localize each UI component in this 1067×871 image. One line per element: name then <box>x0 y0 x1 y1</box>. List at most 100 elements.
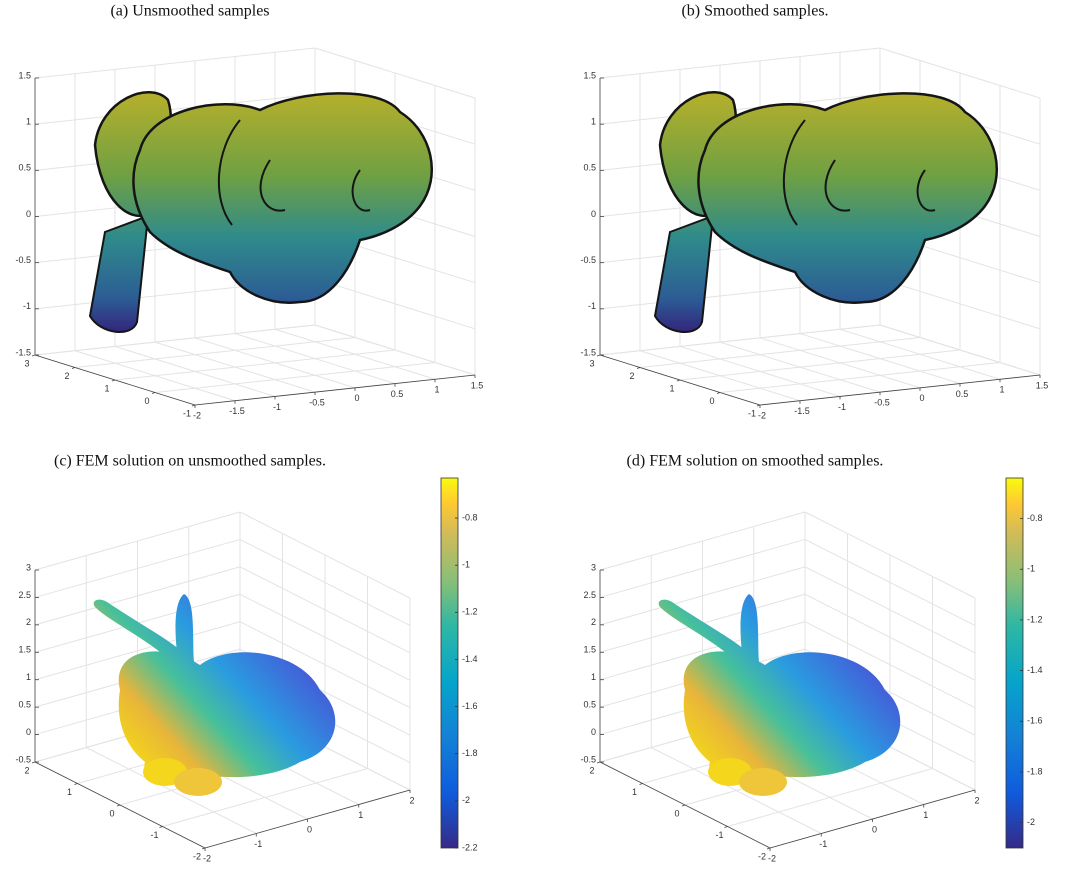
z-tick-label: 1.5 <box>18 70 31 80</box>
x-tick-label: -2 <box>193 410 201 420</box>
colorbar <box>440 477 459 849</box>
z-tick-label: 1 <box>26 117 31 127</box>
grid-line <box>599 538 806 598</box>
grid-line <box>599 511 806 571</box>
z-tick-label: 0.5 <box>583 700 596 710</box>
y-tick-label: 2 <box>64 371 69 381</box>
grid-line <box>239 566 411 654</box>
x-tick-label: -0.5 <box>309 398 325 408</box>
x-tick-label: 2 <box>974 795 979 805</box>
z-tick-label: 0 <box>26 209 31 219</box>
panel-caption: (b) Smoothed samples. <box>681 3 828 20</box>
grid-line <box>34 566 241 626</box>
y-tick-label: 1 <box>104 383 109 393</box>
y-tick-label: -2 <box>758 851 766 861</box>
x-tick-label: -1 <box>838 402 846 412</box>
panel-caption: (d) FEM solution on smoothed samples. <box>627 453 884 470</box>
y-tick-label: 1 <box>67 787 72 797</box>
grid-line <box>34 324 316 356</box>
y-tick-label: 2 <box>629 371 634 381</box>
y-tick-label: 0 <box>109 808 114 818</box>
x-tick-label: 1.5 <box>471 380 484 390</box>
x-tick-label: 2 <box>409 795 414 805</box>
grid-line <box>154 362 436 393</box>
colorbar-tick-label: -2 <box>1027 817 1035 827</box>
z-tick-label: 2.5 <box>583 590 596 600</box>
z-tick-label: 3 <box>26 562 31 572</box>
grid-line <box>804 538 976 626</box>
grid-line <box>599 566 806 626</box>
z-tick-label: 1.5 <box>18 645 31 655</box>
z-tick-label: -0.5 <box>15 754 31 764</box>
x-tick-label: 0 <box>307 824 312 834</box>
panel-caption: (a) Unsmoothed samples <box>110 3 269 20</box>
colorbar-tick-label: -1 <box>1027 564 1035 574</box>
z-tick-label: 2 <box>26 617 31 627</box>
z-tick-label: 1 <box>591 117 596 127</box>
x-tick-label: -1.5 <box>229 406 245 416</box>
y-tick-label: 1 <box>669 383 674 393</box>
tick-mark <box>681 804 686 807</box>
z-tick-label: 0.5 <box>583 163 596 173</box>
colorbar-tick-label: -2.2 <box>462 842 478 852</box>
z-tick-label: 3 <box>591 562 596 572</box>
x-tick-label: -2 <box>203 853 211 863</box>
tick-mark <box>596 761 601 764</box>
grid-line <box>804 593 976 681</box>
tick-mark <box>151 392 156 394</box>
tick-mark <box>116 804 121 807</box>
x-tick-label: -1.5 <box>794 406 810 416</box>
y-tick-label: 0 <box>144 396 149 406</box>
grid-line <box>599 324 881 356</box>
tick-mark <box>596 354 601 357</box>
grid-line <box>879 324 1041 376</box>
colorbar-tick-label: -0.8 <box>462 512 478 522</box>
x-tick-label: 1 <box>999 385 1004 395</box>
y-tick-label: 0 <box>709 396 714 406</box>
tick-mark <box>71 367 76 369</box>
z-tick-label: 1.5 <box>583 645 596 655</box>
colorbar-tick-label: -1.4 <box>462 654 478 664</box>
panel-caption: (c) FEM solution on unsmoothed samples. <box>54 453 326 470</box>
z-tick-label: -0.5 <box>580 754 596 764</box>
tick-mark <box>756 404 761 407</box>
tick-mark <box>676 379 681 382</box>
grid-line <box>719 362 1001 393</box>
x-tick-label: -2 <box>768 853 776 863</box>
tick-mark <box>636 367 641 369</box>
y-tick-label: 0 <box>674 808 679 818</box>
grid-line <box>34 511 241 571</box>
x-tick-label: 1 <box>923 810 928 820</box>
x-tick-label: -1 <box>819 839 827 849</box>
y-tick-label: -1 <box>715 830 723 840</box>
grid-line <box>599 93 881 125</box>
y-tick-label: -2 <box>193 851 201 861</box>
grid-line <box>239 621 411 709</box>
grid-line <box>34 93 316 125</box>
y-tick-label: -1 <box>150 830 158 840</box>
colorbar-tick-label: -1.8 <box>1027 766 1043 776</box>
y-tick-label: 2 <box>589 765 594 775</box>
z-tick-label: -0.5 <box>15 255 31 265</box>
tick-mark <box>31 354 36 357</box>
colorbar-tick-label: -1.4 <box>1027 665 1043 675</box>
colorbar-tick-label: -1.6 <box>1027 716 1043 726</box>
z-tick-label: -0.5 <box>580 255 596 265</box>
grid-line <box>599 47 881 79</box>
axis-line <box>759 374 1041 406</box>
x-tick-label: 0.5 <box>391 389 404 399</box>
grid-line <box>74 337 356 368</box>
point-cloud-render <box>653 90 999 334</box>
tick-mark <box>111 379 116 382</box>
colorbar-tick-label: -1.6 <box>462 701 478 711</box>
z-tick-label: -1.5 <box>15 347 31 357</box>
colorbar-tick-label: -1.2 <box>1027 614 1043 624</box>
y-tick-label: -1 <box>748 408 756 418</box>
tick-mark <box>201 847 206 850</box>
z-tick-label: 2.5 <box>18 590 31 600</box>
grid-line <box>314 278 476 330</box>
grid-line <box>162 768 368 827</box>
x-tick-label: -2 <box>758 410 766 420</box>
x-tick-label: 0 <box>919 393 924 403</box>
z-tick-label: 1.5 <box>583 70 596 80</box>
